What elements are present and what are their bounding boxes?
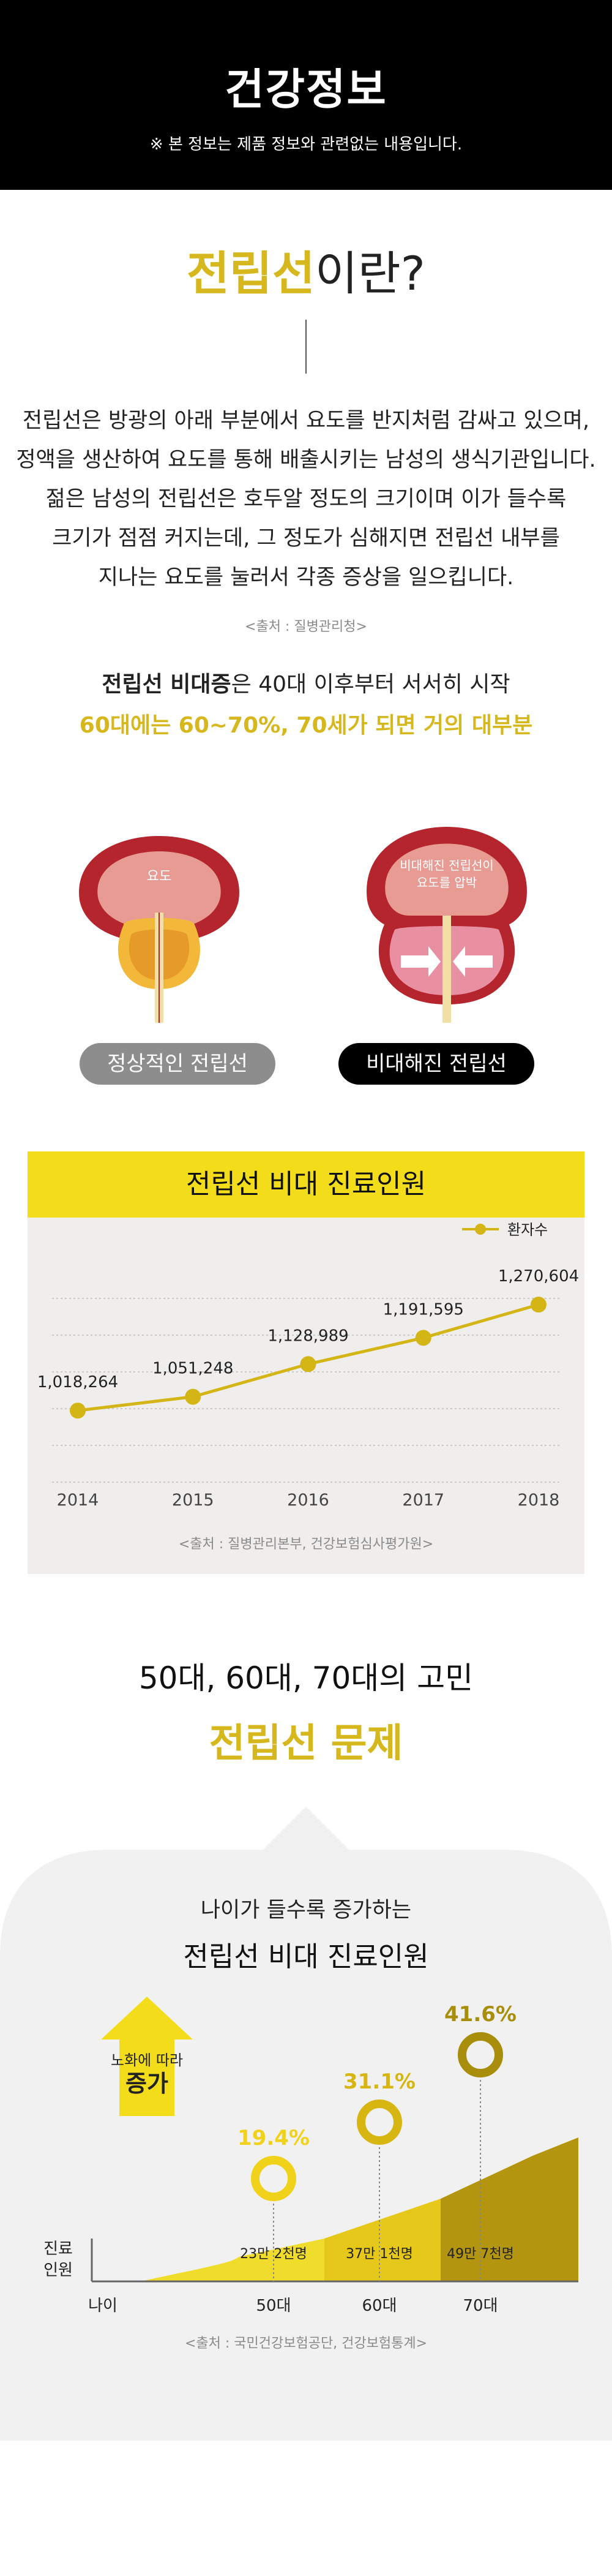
data-point <box>185 1388 201 1405</box>
enlarged-label-line2: 요도를 압박 <box>417 875 477 890</box>
bph-lead: 전립선 비대증은 40대 이후부터 서서히 시작 <box>0 666 612 698</box>
area-band-60 <box>324 2199 441 2281</box>
percent-marker <box>251 2156 296 2201</box>
x-tick-label: 2018 <box>518 1491 560 1510</box>
urethra-label: 요도 <box>147 869 171 884</box>
header-banner: 건강정보 ※ 본 정보는 제품 정보와 관련없는 내용입니다. <box>0 0 612 190</box>
normal-prostate-pill: 정상적인 전립선 <box>80 1043 275 1085</box>
chart1-source: <출처 : 질병관리본부, 건강보험심사평가원> <box>179 1537 433 1552</box>
compress-arrow-right-icon <box>401 946 441 977</box>
normal-prostate-illustration: 요도 <box>79 836 239 1023</box>
x-axis-label: 나이 <box>88 2297 118 2315</box>
intro-title-highlight: 전립선 <box>187 246 315 301</box>
urethra-shape <box>442 916 451 1023</box>
x-tick-label: 2015 <box>172 1491 214 1510</box>
chart1-plot: 환자수 1,018,264 2014 1,051,248 2015 1,128,989 20… <box>37 1221 579 1552</box>
intro-line: 크기가 점점 커지는데, 그 정도가 심해지면 전립선 내부를 <box>52 526 560 551</box>
intro-line: 정액을 생산하여 요도를 통해 배출시키는 남성의 생식기관입니다. <box>16 448 596 472</box>
category-label: 60대 <box>362 2297 397 2315</box>
bph-lead-rest: 은 40대 이후부터 서서히 시작 <box>231 672 510 697</box>
category-label: 70대 <box>463 2297 498 2315</box>
data-point <box>300 1356 316 1373</box>
intro-title-rest: 이란? <box>315 246 425 301</box>
bubble-bottom-fill <box>0 2441 612 2576</box>
data-label: 1,051,248 <box>152 1360 233 1378</box>
percent-marker <box>357 2100 402 2145</box>
x-tick-label: 2017 <box>402 1491 444 1510</box>
intro-line: 젊은 남성의 전립선은 호두알 정도의 크기이며 이가 들수록 <box>45 487 567 511</box>
data-label: 1,018,264 <box>37 1373 118 1392</box>
count-label: 23만 2천명 <box>240 2246 307 2262</box>
age-chart-title: 전립선 비대 진료인원 <box>183 1940 429 1973</box>
data-point <box>70 1403 86 1419</box>
chart1-title: 전립선 비대 진료인원 <box>28 1151 584 1218</box>
legend-label: 환자수 <box>507 1221 548 1238</box>
x-tick-label: 2014 <box>57 1491 99 1510</box>
area-band-70 <box>441 2137 578 2281</box>
x-tick-label: 2016 <box>287 1491 329 1510</box>
bladder-inner-shape <box>385 843 509 916</box>
chart2-source: <출처 : 국민건강보험공단, 건강보험통계> <box>185 2336 427 2351</box>
enlarged-prostate-illustration: 비대해진 전립선이 요도를 압박 <box>367 827 527 1023</box>
enlarged-label-line1: 비대해진 전립선이 <box>400 858 494 873</box>
percent-label: 31.1% <box>343 2069 416 2094</box>
count-label: 37만 1천명 <box>346 2246 413 2262</box>
disclaimer-note: ※ 본 정보는 제품 정보와 관련없는 내용입니다. <box>149 135 463 154</box>
bladder-inner-shape <box>97 851 221 930</box>
intro-line: 전립선은 방광의 아래 부분에서 요도를 반지처럼 감싸고 있으며, <box>22 409 590 433</box>
bph-lead-bold: 전립선 비대증 <box>102 672 231 697</box>
data-label: 1,270,604 <box>498 1267 579 1286</box>
arrow-text-line1: 노화에 따라 <box>111 2052 183 2069</box>
data-point <box>415 1330 431 1346</box>
age-chart-subtitle: 나이가 들수록 증가하는 <box>200 1898 412 1923</box>
data-label: 1,191,595 <box>383 1300 464 1319</box>
page-title: 건강정보 <box>225 64 387 115</box>
intro-source: <출처 : 질병관리청> <box>245 619 367 635</box>
y-axis-label: 인원 <box>43 2261 73 2280</box>
compress-arrow-left-icon <box>453 946 493 977</box>
legend-marker <box>475 1224 486 1235</box>
category-label: 50대 <box>256 2297 291 2315</box>
divider-line <box>305 320 307 374</box>
arrow-text-line2: 증가 <box>125 2070 168 2097</box>
data-label: 1,128,989 <box>267 1327 348 1345</box>
bph-lead-highlight: 60대에는 60~70%, 70세가 되면 거의 대부분 <box>79 713 533 738</box>
percent-marker <box>458 2032 503 2077</box>
intro-line: 지나는 요도를 눌러서 각종 증상을 일으킵니다. <box>98 565 514 590</box>
increase-arrow-icon <box>101 1997 193 2116</box>
intro-paragraph: 전립선은 방광의 아래 부분에서 요도를 반지처럼 감싸고 있으며, 정액을 생… <box>12 401 600 597</box>
intro-title: 전립선이란? <box>0 236 612 303</box>
percent-label: 19.4% <box>237 2126 310 2150</box>
count-label: 49만 7천명 <box>447 2246 514 2262</box>
y-axis-label: 진료 <box>43 2240 73 2258</box>
section3-line2: 전립선 문제 <box>209 1721 403 1766</box>
data-point <box>531 1297 547 1313</box>
patients-line-chart: 전립선 비대 진료인원 환자수 1,018,264 2014 1,051,248 201… <box>28 1151 584 1574</box>
percent-label: 41.6% <box>444 2002 517 2027</box>
enlarged-prostate-pill: 비대해진 전립선 <box>338 1043 534 1085</box>
section3-line1: 50대, 60대, 70대의 고민 <box>138 1660 474 1696</box>
